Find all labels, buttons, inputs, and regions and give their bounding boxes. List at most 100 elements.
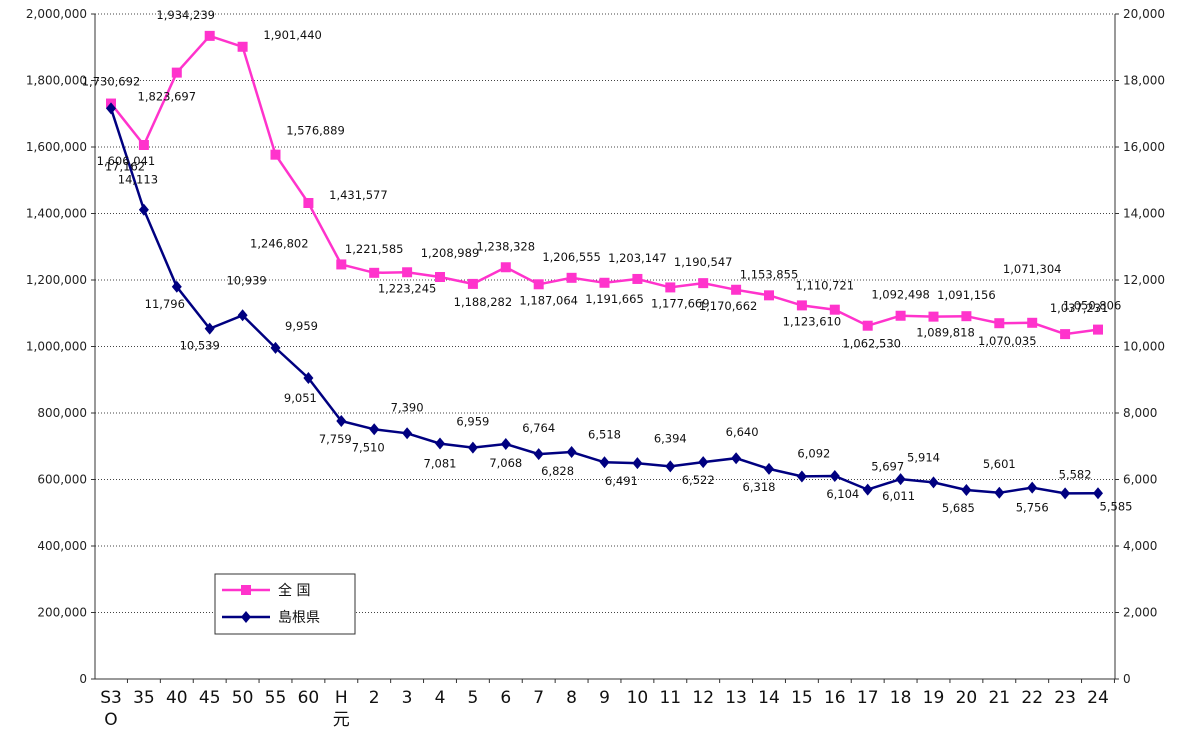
point-shimane: [204, 322, 215, 335]
x-tick-label: 24: [1087, 688, 1109, 708]
point-shimane: [829, 470, 840, 483]
data-label-shimane: 6,764: [522, 421, 555, 435]
legend-marker-zenkoku: [241, 585, 251, 595]
point-zenkoku: [994, 318, 1005, 329]
data-label-shimane: 5,582: [1059, 467, 1092, 481]
grid-lines: [95, 13, 1115, 613]
point-shimane: [402, 427, 413, 440]
point-zenkoku: [566, 272, 577, 283]
data-label-zenkoku: 1,188,282: [454, 295, 513, 309]
data-label-zenkoku: 1,223,245: [378, 281, 437, 295]
data-label-shimane: 6,522: [682, 473, 715, 487]
data-label-shimane: 5,585: [1100, 499, 1133, 513]
data-label-shimane: 6,011: [882, 489, 915, 503]
point-shimane: [698, 456, 709, 469]
data-label-zenkoku: 1,823,697: [138, 90, 197, 104]
point-zenkoku: [435, 272, 445, 283]
x-tick-label: 23: [1054, 688, 1076, 708]
x-tick-label: 19: [923, 688, 945, 708]
data-label-zenkoku: 1,576,889: [286, 124, 345, 138]
data-label-zenkoku: 1,153,855: [740, 267, 799, 281]
point-shimane: [665, 460, 676, 473]
x-tick-label-line: 60: [298, 688, 320, 708]
x-tick-label-line: O: [104, 710, 117, 730]
point-zenkoku: [599, 277, 610, 288]
point-shimane: [928, 476, 939, 489]
legend-label-zenkoku: 全 国: [278, 582, 310, 599]
legend-label-shimane: 島根県: [278, 610, 320, 626]
data-label-zenkoku: 1,170,662: [699, 299, 758, 313]
x-tick-label: 9: [599, 688, 610, 708]
data-label-shimane: 11,796: [145, 297, 185, 311]
point-shimane: [1093, 487, 1103, 500]
point-shimane: [961, 483, 972, 496]
y-right-tick-label: 14,000: [1123, 207, 1165, 221]
x-tick-label-line: 18: [890, 688, 912, 708]
data-label-shimane: 7,510: [352, 440, 385, 454]
data-label-shimane: 5,697: [871, 460, 904, 474]
x-tick-label: 12: [692, 688, 714, 708]
y-left-tick-label: 1,000,000: [26, 340, 87, 354]
point-shimane: [862, 483, 873, 496]
point-zenkoku: [796, 300, 807, 311]
x-tick-label-line: 45: [199, 688, 221, 708]
point-shimane: [106, 102, 116, 115]
y-right-tick-label: 2,000: [1123, 606, 1157, 620]
x-tick-label: 7: [533, 688, 544, 708]
point-shimane: [731, 452, 742, 465]
data-label-shimane: 5,685: [942, 501, 975, 515]
x-tick-label: 60: [298, 688, 320, 708]
x-tick-label: 22: [1021, 688, 1043, 708]
point-zenkoku: [204, 30, 215, 41]
axes: [91, 13, 1119, 683]
x-tick-label-line: S3: [100, 688, 122, 708]
data-label-shimane: 6,491: [605, 474, 638, 488]
x-tick-label: 11: [659, 688, 681, 708]
point-zenkoku: [1060, 329, 1071, 340]
x-tick-label-line: 35: [133, 688, 155, 708]
legend-marker-shimane: [241, 611, 251, 623]
x-tick-label-line: 40: [166, 688, 188, 708]
x-tick-label-line: 16: [824, 688, 846, 708]
y-right-tick-label: 12,000: [1123, 273, 1165, 287]
point-zenkoku: [369, 267, 380, 278]
point-zenkoku: [533, 279, 544, 290]
x-tick-label-line: 19: [923, 688, 945, 708]
data-label-zenkoku: 1,934,239: [156, 8, 215, 22]
x-tick-label-line: 50: [232, 688, 254, 708]
point-shimane: [566, 445, 577, 458]
x-tick-label: 13: [725, 688, 747, 708]
x-tick-label: 40: [166, 688, 188, 708]
x-tick-label: 2: [369, 688, 380, 708]
y-left-tick-label: 2,000,000: [26, 7, 87, 21]
point-zenkoku: [632, 273, 643, 284]
x-tick-label: 14: [758, 688, 780, 708]
data-label-shimane: 7,390: [391, 400, 424, 414]
x-tick-label-line: 12: [692, 688, 714, 708]
data-label-shimane: 6,092: [797, 446, 830, 460]
y-left-tick-label: 200,000: [37, 606, 87, 620]
data-label-zenkoku: 1,050,806: [1063, 299, 1122, 313]
x-tick-label-line: 11: [659, 688, 681, 708]
data-label-zenkoku: 1,221,585: [345, 242, 404, 256]
series-markers: [106, 30, 1103, 500]
data-label-zenkoku: 1,238,328: [477, 239, 536, 253]
y-right-tick-label: 6,000: [1123, 473, 1157, 487]
point-shimane: [1027, 481, 1038, 494]
y-right-tick-label: 18,000: [1123, 74, 1165, 88]
x-tick-label-line: 20: [956, 688, 978, 708]
y-right-tick-label: 10,000: [1123, 340, 1165, 354]
point-shimane: [237, 309, 248, 322]
data-label-zenkoku: 1,203,147: [608, 251, 667, 265]
point-shimane: [796, 470, 807, 483]
y-axis-left-ticks: 0 200,000 400,000 600,000 800,000 1,000,000 1,…: [26, 7, 87, 686]
data-label-zenkoku: 1,901,440: [263, 28, 322, 42]
point-shimane: [138, 203, 149, 216]
x-tick-label: 20: [956, 688, 978, 708]
x-tick-label-line: 6: [500, 688, 511, 708]
x-tick-label: 17: [857, 688, 879, 708]
point-zenkoku: [665, 282, 676, 293]
